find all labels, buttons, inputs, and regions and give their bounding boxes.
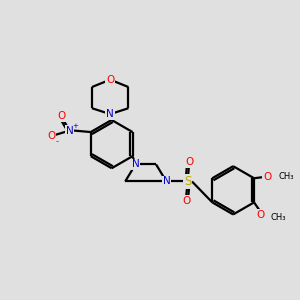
Text: S: S [184,175,191,188]
Text: N: N [106,109,114,119]
Text: O: O [47,131,56,142]
Text: +: + [72,123,78,129]
Text: -: - [55,137,58,146]
Text: O: O [185,158,193,167]
Text: O: O [57,112,65,122]
Text: CH₃: CH₃ [271,213,286,222]
Text: O: O [263,172,272,182]
Text: N: N [163,176,170,187]
Text: N: N [66,126,74,136]
Text: O: O [106,75,114,85]
Text: O: O [256,210,265,220]
Text: CH₃: CH₃ [278,172,294,181]
Text: N: N [132,159,140,170]
Text: O: O [182,196,190,206]
